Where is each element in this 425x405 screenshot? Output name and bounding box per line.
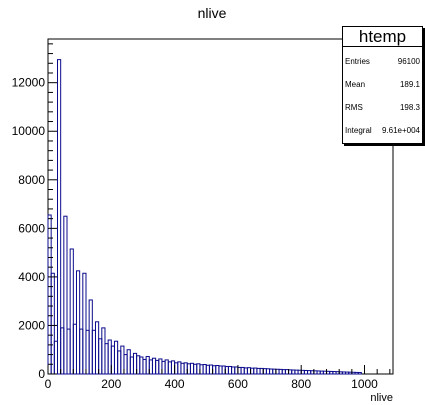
histogram-bin: [75, 270, 81, 375]
histogram-bars: [47, 59, 362, 375]
x-tick-label: 600: [228, 377, 248, 391]
stats-value: 198.3: [399, 103, 420, 112]
histogram-bin: [357, 372, 362, 375]
histogram-bin: [82, 272, 87, 375]
stats-row-integral: Integral 9.61e+004: [343, 123, 422, 139]
stats-label: Entries: [345, 57, 370, 66]
stats-row-mean: Mean 189.1: [343, 77, 422, 93]
y-tick-label: 6000: [18, 221, 45, 235]
x-tick-label: 0: [45, 377, 52, 391]
y-tick-label: 0: [38, 367, 45, 381]
y-axis: 0 2000 4000 6000 8000 10000 12000: [12, 43, 57, 381]
histogram-bin: [63, 215, 68, 375]
y-tick-label: 10000: [12, 124, 46, 138]
stats-row-entries: Entries 96100: [343, 54, 422, 70]
x-tick-label: 200: [101, 377, 121, 391]
stats-value: 9.61e+004: [381, 126, 420, 135]
stats-value: 96100: [397, 57, 420, 66]
y-tick-label: 2000: [18, 318, 45, 332]
y-tick-label: 8000: [18, 173, 45, 187]
y-tick-label: 4000: [18, 270, 45, 284]
stats-box: htemp Entries 96100 Mean 189.1 RMS 198.3…: [342, 26, 423, 144]
chart-title: nlive: [198, 5, 227, 21]
stats-value: 189.1: [399, 80, 420, 89]
x-tick-label: 400: [165, 377, 185, 391]
stats-title: htemp: [343, 27, 422, 47]
stats-label: RMS: [345, 103, 363, 112]
x-tick-label: 1000: [351, 377, 378, 391]
stats-label: Mean: [345, 80, 366, 89]
x-tick-label: 800: [291, 377, 311, 391]
x-axis: 0 200 400 600 800 1000: [45, 365, 391, 391]
histogram-bin: [69, 248, 74, 375]
y-tick-label: 12000: [12, 76, 46, 90]
histogram-bin: [57, 59, 62, 375]
stats-label: Integral: [345, 126, 372, 135]
stats-row-rms: RMS 198.3: [343, 100, 422, 116]
x-axis-label: nlive: [370, 392, 393, 404]
